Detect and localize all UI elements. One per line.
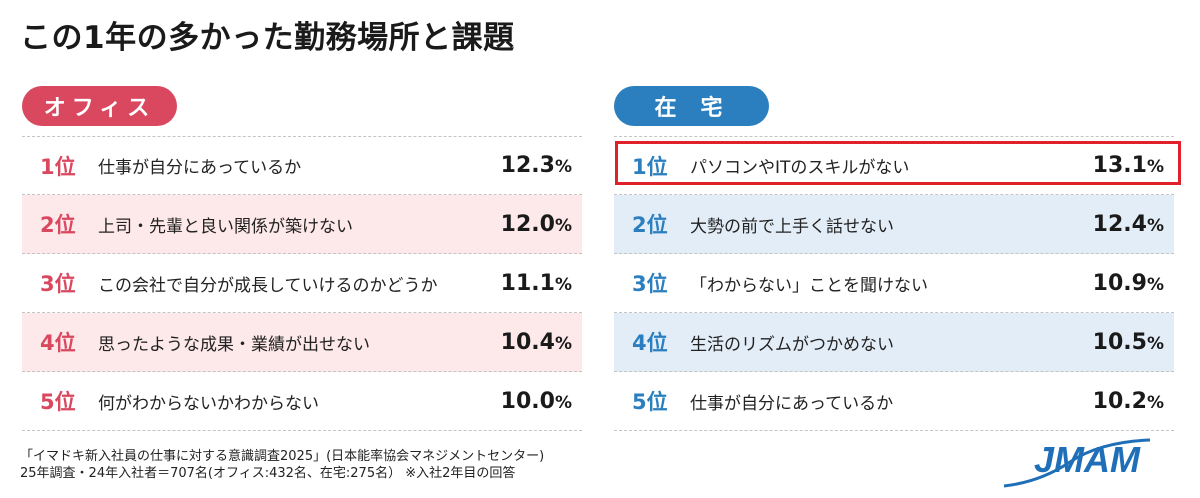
rank-label: 1位: [40, 154, 76, 179]
office-label-badge: オフィス: [22, 86, 177, 126]
item-text: 「わからない」ことを聞けない: [690, 275, 928, 296]
rank-label: 5位: [40, 390, 76, 414]
percentage: 11.1%: [500, 270, 572, 296]
home-rank-row-3: 3位 「わからない」ことを聞けない 10.9%: [614, 254, 1174, 313]
item-text: 上司・先輩と良い関係が築けない: [98, 216, 353, 237]
rank-label: 2位: [40, 213, 76, 237]
home-ranking-list: 1位 パソコンやITのスキルがない 13.1% 2位 大勢の前で上手く話せない …: [614, 136, 1174, 431]
item-text: 思ったような成果・業績が出せない: [98, 334, 370, 355]
source-note: 「イマドキ新入社員の仕事に対する意識調査2025」(日本能率協会マネジメントセン…: [20, 448, 544, 482]
office-rank-row-1: 1位 仕事が自分にあっているか 12.3%: [22, 136, 582, 195]
item-text: 大勢の前で上手く話せない: [690, 216, 894, 237]
page-title: この1年の多かった勤務場所と課題: [20, 20, 515, 56]
percentage: 12.3%: [500, 153, 572, 178]
jmam-logo: JMAM: [1003, 438, 1151, 488]
rank-label: 4位: [40, 331, 76, 355]
rank-label: 3位: [40, 272, 76, 296]
item-text: パソコンやITのスキルがない: [690, 158, 910, 178]
percentage: 10.4%: [500, 329, 572, 355]
home-rank-row-4: 4位 生活のリズムがつかめない 10.5%: [614, 313, 1174, 372]
home-rank-row-1: 1位 パソコンやITのスキルがない 13.1%: [614, 136, 1174, 195]
percentage: 12.0%: [500, 211, 572, 237]
percentage: 10.2%: [1092, 388, 1164, 414]
item-text: 仕事が自分にあっているか: [690, 393, 894, 414]
item-text: この会社で自分が成長していけるのかどうか: [98, 275, 438, 296]
item-text: 何がわからないかわからない: [98, 393, 319, 414]
logo-text: JMAM: [1034, 439, 1141, 480]
rank-label: 4位: [632, 331, 668, 355]
percentage: 13.1%: [1092, 153, 1164, 178]
office-rank-row-2: 2位 上司・先輩と良い関係が築けない 12.0%: [22, 195, 582, 254]
home-label-badge: 在宅: [614, 86, 769, 126]
rank-label: 1位: [632, 154, 668, 179]
home-rank-row-2: 2位 大勢の前で上手く話せない 12.4%: [614, 195, 1174, 254]
percentage: 10.9%: [1092, 270, 1164, 296]
office-column: オフィス 1位 仕事が自分にあっているか 12.3% 2位 上司・先輩と良い関係…: [22, 86, 582, 431]
percentage: 12.4%: [1092, 211, 1164, 237]
item-text: 生活のリズムがつかめない: [690, 334, 894, 355]
home-rank-row-5: 5位 仕事が自分にあっているか 10.2%: [614, 372, 1174, 431]
office-rank-row-5: 5位 何がわからないかわからない 10.0%: [22, 372, 582, 431]
rank-label: 2位: [632, 213, 668, 237]
percentage: 10.5%: [1092, 329, 1164, 355]
item-text: 仕事が自分にあっているか: [98, 158, 302, 178]
office-rank-row-4: 4位 思ったような成果・業績が出せない 10.4%: [22, 313, 582, 372]
home-column: 在宅 1位 パソコンやITのスキルがない 13.1% 2位 大勢の前で上手く話せ…: [614, 86, 1181, 431]
rank-label: 3位: [632, 272, 668, 296]
source-line-2: 25年調査・24年入社者＝707名(オフィス:432名、在宅:275名） ※入社…: [20, 466, 516, 481]
office-rank-row-3: 3位 この会社で自分が成長していけるのかどうか 11.1%: [22, 254, 582, 313]
percentage: 10.0%: [500, 388, 572, 414]
rank-label: 5位: [632, 390, 668, 414]
source-line-1: 「イマドキ新入社員の仕事に対する意識調査2025」(日本能率協会マネジメントセン…: [20, 449, 545, 464]
office-ranking-list: 1位 仕事が自分にあっているか 12.3% 2位 上司・先輩と良い関係が築けない…: [22, 136, 582, 431]
